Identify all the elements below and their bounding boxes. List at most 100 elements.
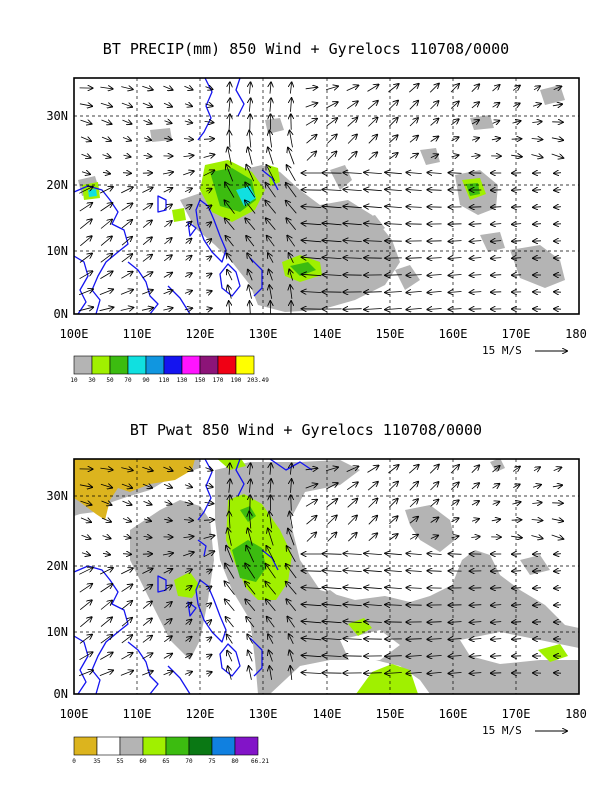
bottom-wind-vector-76 (164, 519, 172, 521)
bottom-wind-vector-147 (142, 569, 152, 574)
top-xlabel-160e: 160E (439, 327, 468, 341)
top-wind-vector-91 (471, 138, 479, 140)
top-wind-vector-325 (343, 309, 362, 310)
bottom-wind-vector-260 (491, 639, 502, 640)
top-wind-vector-247 (227, 254, 233, 263)
bottom-wind-vector-145 (99, 568, 113, 575)
top-wind-vector-154 (286, 183, 297, 198)
top-wind-vector-302 (364, 292, 382, 293)
top-map-frame (73, 77, 580, 315)
bottom-wind-vector-25 (100, 484, 112, 487)
top-wind-vector-200 (245, 218, 256, 230)
bottom-wind-vector-221 (185, 620, 192, 625)
top-wind-vector-245 (185, 256, 192, 261)
bottom-wind-vector-49 (101, 501, 112, 505)
top-wind-vector-55 (229, 114, 230, 130)
top-wind-vector-80 (249, 131, 251, 148)
bottom-wind-vector-69 (512, 502, 520, 504)
bottom-ylabel-30n: 30N (46, 489, 68, 503)
top-xlabel-150e: 150E (376, 327, 405, 341)
bottom-wind-vector-99 (143, 536, 152, 537)
top-wind-vector-111 (389, 153, 397, 160)
top-wind-vector-316 (163, 308, 172, 310)
bottom-wind-vector-201 (266, 599, 276, 611)
bottom-wind-vector-53 (184, 502, 193, 504)
bottom-wind-vector-108 (327, 533, 337, 542)
bottom-wind-vector-54 (204, 502, 214, 503)
top-wind-vector-159 (385, 189, 402, 190)
bottom-wind-vector-78 (203, 520, 214, 521)
bottom-wind-vector-104 (248, 528, 253, 546)
top-ylabel-30n: 30N (46, 109, 68, 123)
bottom-wind-vector-38 (367, 482, 378, 491)
top-wind-vector-31 (229, 98, 230, 112)
bottom-wind-vector-288 (78, 670, 93, 677)
bottom-wind-vector-304 (406, 672, 422, 673)
top-wind-vector-45 (513, 103, 519, 106)
top-xlabel-110e: 110E (123, 327, 152, 341)
bottom-wind-vector-58 (291, 495, 292, 511)
bottom-wind-vector-244 (163, 636, 172, 643)
top-wind-vector-106 (288, 148, 295, 165)
bottom-wind-vector-274 (289, 650, 292, 662)
top-wind-vector-125 (183, 171, 194, 175)
bottom-wind-vector-291 (142, 671, 153, 675)
top-wind-vector-276 (323, 275, 342, 276)
bottom-wind-vector-1 (100, 468, 112, 470)
top-wind-vector-59 (305, 119, 317, 126)
top-wind-vector-81 (269, 131, 271, 148)
bottom-legend-label-60: 60 (139, 758, 147, 765)
top-xlabel-130e: 130E (249, 327, 278, 341)
bottom-wind-vector-21 (512, 467, 520, 472)
top-wind-vector-237 (512, 241, 522, 242)
top-wind-vector-52 (164, 121, 172, 123)
bottom-wind-vector-30 (205, 485, 212, 487)
bottom-wind-vector-68 (492, 502, 500, 505)
bottom-wind-vector-120 (81, 553, 90, 555)
top-coastlines (74, 78, 279, 314)
top-wind-vector-126 (203, 170, 215, 177)
top-wind-vector-120 (81, 172, 90, 175)
bottom-wind-vector-36 (326, 483, 337, 490)
top-xlabel-180: 180 (565, 327, 587, 341)
bottom-wind-vector-112 (409, 535, 418, 540)
top-legend-swatch-6 (181, 355, 201, 375)
bottom-wind-vector-151 (225, 564, 235, 579)
top-legend-swatch-3 (127, 355, 147, 375)
bottom-wind-vector-271 (227, 651, 233, 662)
bottom-wind-vector-67 (471, 501, 479, 505)
bottom-wind-vector-282 (449, 656, 462, 657)
top-wind-vector-205 (343, 223, 362, 224)
bottom-wind-vector-178 (286, 582, 297, 595)
bottom-wind-vector-159 (385, 570, 402, 571)
top-wind-vector-273 (269, 270, 273, 281)
top-legend-label-110: 110 (159, 377, 170, 384)
bottom-wind-vector-85 (347, 516, 357, 525)
top-wind-vector-260 (491, 258, 502, 259)
top-wind-vector-16 (409, 84, 418, 93)
bottom-wind-vector-63 (389, 499, 397, 508)
bottom-wind-vector-154 (286, 564, 297, 579)
bottom-wind-vector-121 (102, 553, 110, 554)
bottom-wind-vector-41 (430, 482, 439, 491)
top-wind-vector-281 (427, 275, 442, 276)
bottom-wind-vector-48 (80, 501, 92, 505)
bottom-wind-vector-230 (364, 622, 382, 623)
bottom-wind-vector-126 (203, 551, 215, 558)
bottom-wind-vector-106 (288, 529, 295, 546)
top-legend-swatch-0 (73, 355, 93, 375)
top-wind-vector-102 (203, 155, 215, 158)
bottom-wind-vector-284 (491, 656, 502, 657)
top-wind-vector-51 (143, 120, 152, 123)
top-wind-vector-284 (491, 275, 502, 276)
top-wind-vector-8 (250, 82, 251, 94)
bottom-wind-vector-165 (512, 571, 522, 572)
bottom-wind-vector-9 (270, 463, 271, 475)
top-wind-vector-12 (325, 86, 338, 89)
bottom-wind-vector-261 (512, 639, 522, 640)
bottom-wind-vector-23 (553, 467, 562, 470)
top-wind-vector-216 (80, 236, 91, 247)
top-wind-vector-150 (206, 189, 211, 192)
top-wind-vector-23 (553, 86, 562, 89)
bottom-wind-vector-248 (247, 634, 254, 644)
